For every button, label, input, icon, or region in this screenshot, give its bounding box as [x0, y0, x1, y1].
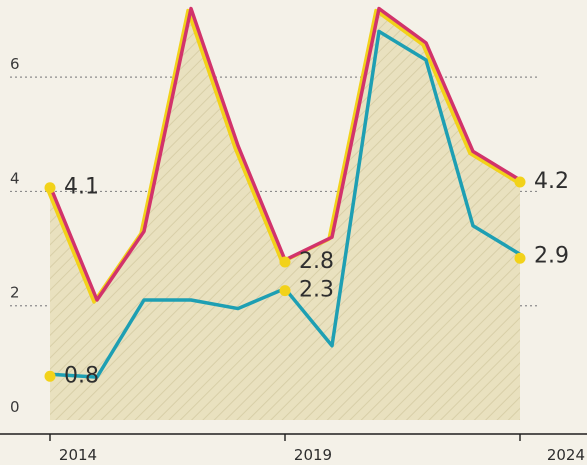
- data-label-end-1: 2.9: [534, 243, 569, 268]
- marker-start-0: [44, 182, 56, 194]
- y-tick-label-2: 2: [10, 284, 20, 302]
- marker-start-1: [44, 370, 56, 382]
- marker-end-0: [514, 176, 526, 188]
- data-label-start-1: 0.8: [64, 363, 99, 388]
- area-fill: [50, 8, 520, 420]
- marker-mid-1: [279, 285, 291, 297]
- y-tick-label-0: 0: [10, 398, 20, 416]
- x-tick-label-2014: 2014: [59, 446, 97, 464]
- y-tick-label-6: 6: [10, 55, 20, 73]
- series-markers: [44, 176, 526, 382]
- marker-mid-0: [279, 256, 291, 268]
- series-area-fill: [50, 8, 520, 420]
- x-tick-label-2024: 2024: [547, 446, 585, 464]
- data-label-end-0: 4.2: [534, 169, 569, 194]
- data-label-mid-0: 2.8: [299, 249, 334, 274]
- axes: 0 2 4 6 2014 2019 2024: [0, 55, 587, 464]
- x-tick-label-2019: 2019: [294, 446, 332, 464]
- data-label-mid-1: 2.3: [299, 278, 334, 303]
- marker-end-1: [514, 252, 526, 264]
- data-label-start-0: 4.1: [64, 175, 99, 200]
- y-tick-label-4: 4: [10, 169, 20, 187]
- data-labels: 4.1 2.8 4.2 0.8 2.3 2.9: [64, 169, 569, 388]
